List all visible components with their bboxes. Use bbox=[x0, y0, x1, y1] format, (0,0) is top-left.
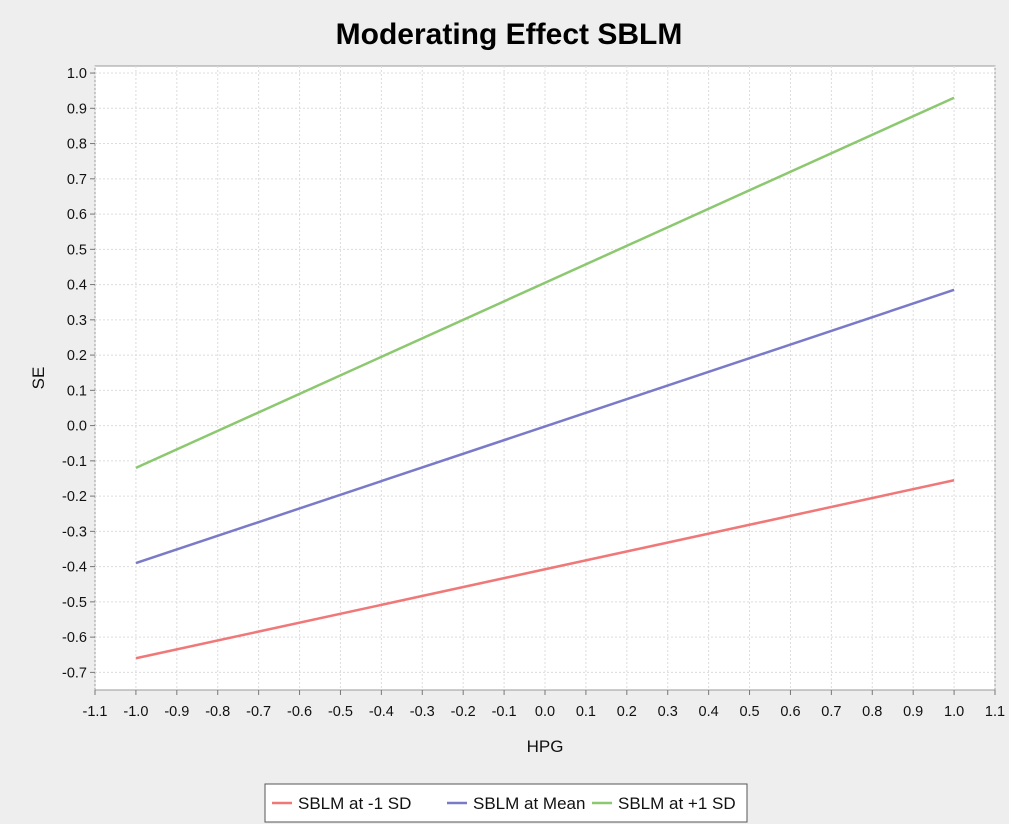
y-tick-label: 0.7 bbox=[67, 172, 87, 188]
x-tick-label: 0.3 bbox=[658, 704, 678, 720]
y-tick-label: -0.1 bbox=[62, 454, 87, 470]
y-tick-label: -0.7 bbox=[62, 665, 87, 681]
x-tick-label: -0.8 bbox=[205, 704, 230, 720]
x-tick-label: -0.7 bbox=[246, 704, 271, 720]
x-tick-label: -0.2 bbox=[451, 704, 476, 720]
y-tick-label: 0.3 bbox=[67, 313, 87, 329]
y-tick-label: 0.1 bbox=[67, 383, 87, 399]
legend-label: SBLM at Mean bbox=[473, 794, 585, 813]
x-tick-label: -0.6 bbox=[287, 704, 312, 720]
x-tick-label: -0.9 bbox=[164, 704, 189, 720]
legend-box bbox=[264, 783, 748, 823]
chart-title: Moderating Effect SBLM bbox=[336, 18, 683, 51]
x-tick-label: -0.5 bbox=[328, 704, 353, 720]
x-tick-label: -0.1 bbox=[492, 704, 517, 720]
y-tick-label: -0.6 bbox=[62, 630, 87, 646]
x-tick-label: 0.9 bbox=[903, 704, 923, 720]
x-tick-label: 0.1 bbox=[576, 704, 596, 720]
y-tick-label: 0.8 bbox=[67, 137, 87, 153]
y-tick-label: 0.0 bbox=[67, 419, 87, 435]
legend: SBLM at -1 SD SBLM at Mean SBLM at +1 SD bbox=[264, 783, 748, 823]
y-tick-label: 1.0 bbox=[67, 66, 87, 82]
series-line bbox=[135, 96, 955, 470]
axes: -1.1 -1.0 -0.9 -0.8 -0.7 -0.6 -0.5 -0.4 -0.3 -0.2… bbox=[62, 66, 1005, 720]
x-axis-title: HPG bbox=[527, 737, 564, 756]
x-tick-label: 1.0 bbox=[944, 704, 964, 720]
y-tick-label: -0.5 bbox=[62, 595, 87, 611]
y-tick-label: -0.3 bbox=[62, 524, 87, 540]
x-tick-label: -0.4 bbox=[369, 704, 394, 720]
x-tick-label: 0.5 bbox=[739, 704, 759, 720]
y-tick-label: 0.5 bbox=[67, 242, 87, 258]
y-tick-label: 0.2 bbox=[67, 348, 87, 364]
legend-label: SBLM at -1 SD bbox=[298, 794, 411, 813]
series-line bbox=[135, 479, 955, 660]
y-tick-label: 0.6 bbox=[67, 207, 87, 223]
y-tick-label: 0.9 bbox=[67, 101, 87, 117]
x-tick-label: 0.4 bbox=[699, 704, 719, 720]
x-tick-label: -1.0 bbox=[123, 704, 148, 720]
y-tick-label: 0.4 bbox=[67, 278, 87, 294]
x-tick-label: 0.8 bbox=[862, 704, 882, 720]
x-tick-label: 0.7 bbox=[821, 704, 841, 720]
x-tick-label: -0.3 bbox=[410, 704, 435, 720]
x-tick-label: 1.1 bbox=[985, 704, 1005, 720]
legend-label: SBLM at +1 SD bbox=[618, 794, 736, 813]
x-tick-label: 0.0 bbox=[535, 704, 555, 720]
y-tick-label: -0.4 bbox=[62, 560, 87, 576]
x-tick-label: 0.6 bbox=[780, 704, 800, 720]
y-tick-label: -0.2 bbox=[62, 489, 87, 505]
x-tick-label: -1.1 bbox=[83, 704, 108, 720]
x-tick-label: 0.2 bbox=[617, 704, 637, 720]
y-axis-title: SE bbox=[29, 367, 48, 390]
series-line bbox=[135, 288, 955, 565]
series-lines bbox=[135, 96, 955, 660]
